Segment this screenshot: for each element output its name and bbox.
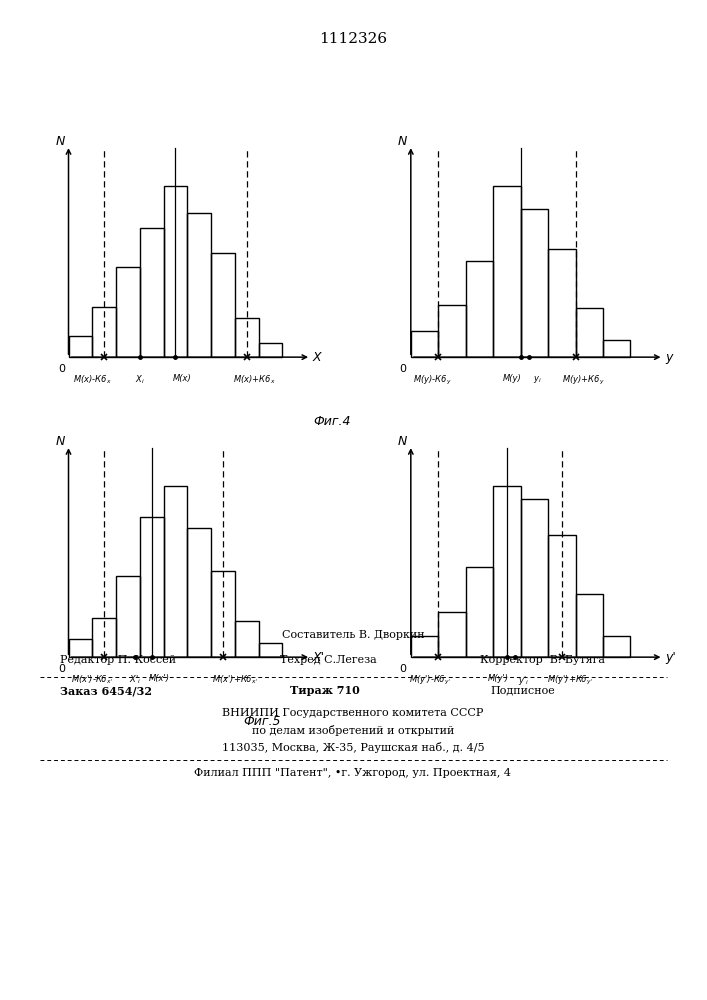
Bar: [466, 261, 493, 357]
Bar: [187, 213, 211, 357]
Text: Корректор  В. Бутяга: Корректор В. Бутяга: [480, 655, 605, 665]
Bar: [411, 636, 438, 657]
Text: N: N: [397, 135, 407, 148]
Text: M(x): M(x): [173, 374, 192, 383]
Bar: [211, 253, 235, 357]
Bar: [575, 308, 603, 357]
Bar: [69, 336, 93, 357]
Text: M(x')-К6$_{x'}$: M(x')-К6$_{x'}$: [71, 674, 113, 686]
Bar: [69, 639, 93, 657]
Bar: [116, 576, 140, 657]
Text: Филиал ППП "Патент", •г. Ужгород, ул. Проектная, 4: Филиал ППП "Патент", •г. Ужгород, ул. Пр…: [194, 768, 511, 778]
Text: Подписное: Подписное: [490, 685, 555, 695]
Text: ВНИИПИ Государственного комитета СССР: ВНИИПИ Государственного комитета СССР: [222, 708, 484, 718]
Bar: [259, 643, 283, 657]
Text: N: N: [56, 135, 65, 148]
Bar: [548, 535, 575, 657]
Text: Редактор П. Коссей: Редактор П. Коссей: [60, 655, 176, 665]
Bar: [93, 307, 116, 357]
Text: 1112326: 1112326: [320, 32, 387, 46]
Bar: [235, 318, 259, 357]
Bar: [548, 249, 575, 357]
Bar: [163, 186, 187, 357]
Text: M(y')-К6$_{y'}$: M(y')-К6$_{y'}$: [409, 674, 451, 687]
Bar: [466, 567, 493, 657]
Bar: [163, 486, 187, 657]
Bar: [211, 571, 235, 657]
Text: y'$_i$: y'$_i$: [518, 674, 529, 687]
Text: M(y'): M(y'): [488, 674, 509, 683]
Text: по делам изобретений и открытий: по делам изобретений и открытий: [252, 725, 454, 736]
Text: Тираж 710: Тираж 710: [290, 685, 360, 696]
Bar: [493, 186, 520, 357]
Text: X: X: [312, 351, 322, 364]
Bar: [187, 528, 211, 657]
Bar: [235, 621, 259, 657]
Text: X'$_i$: X'$_i$: [129, 674, 141, 686]
Bar: [411, 331, 438, 357]
Text: M(x'): M(x'): [148, 674, 170, 683]
Text: N: N: [56, 435, 65, 448]
Bar: [140, 517, 163, 657]
Text: M(x')+К6$_{x'}$: M(x')+К6$_{x'}$: [212, 674, 258, 686]
Bar: [520, 209, 548, 357]
Text: M(y')+К6$_{y'}$: M(y')+К6$_{y'}$: [547, 674, 593, 687]
Text: Составитель В. Дворкин: Составитель В. Дворкин: [281, 630, 424, 640]
Text: N: N: [397, 435, 407, 448]
Text: 0: 0: [58, 364, 65, 374]
Bar: [603, 340, 631, 357]
Text: y': y': [665, 651, 676, 664]
Text: y: y: [665, 351, 673, 364]
Bar: [438, 612, 466, 657]
Text: Фиг.5: Фиг.5: [243, 715, 281, 728]
Text: y$_i$: y$_i$: [532, 374, 542, 385]
Text: Заказ 6454/32: Заказ 6454/32: [60, 685, 152, 696]
Text: M(y): M(y): [503, 374, 522, 383]
Text: X$_i$: X$_i$: [135, 374, 145, 386]
Bar: [493, 486, 520, 657]
Text: 0: 0: [58, 664, 65, 674]
Bar: [603, 636, 631, 657]
Text: M(y)-К6$_y$: M(y)-К6$_y$: [414, 374, 452, 387]
Text: X': X': [312, 651, 325, 664]
Bar: [116, 267, 140, 357]
Text: 113035, Москва, Ж-35, Раушская наб., д. 4/5: 113035, Москва, Ж-35, Раушская наб., д. …: [222, 742, 484, 753]
Text: M(x)+К6$_x$: M(x)+К6$_x$: [233, 374, 275, 386]
Bar: [93, 618, 116, 657]
Text: 0: 0: [399, 664, 407, 674]
Text: Фиг.4: Фиг.4: [313, 415, 351, 428]
Bar: [259, 343, 283, 357]
Bar: [575, 594, 603, 657]
Text: M(y)+К6$_y$: M(y)+К6$_y$: [563, 374, 605, 387]
Text: 0: 0: [399, 364, 407, 374]
Text: Техред С.Легеза: Техред С.Легеза: [280, 655, 377, 665]
Bar: [140, 228, 163, 357]
Text: M(x)-К6$_x$: M(x)-К6$_x$: [73, 374, 112, 386]
Bar: [438, 305, 466, 357]
Bar: [520, 499, 548, 657]
